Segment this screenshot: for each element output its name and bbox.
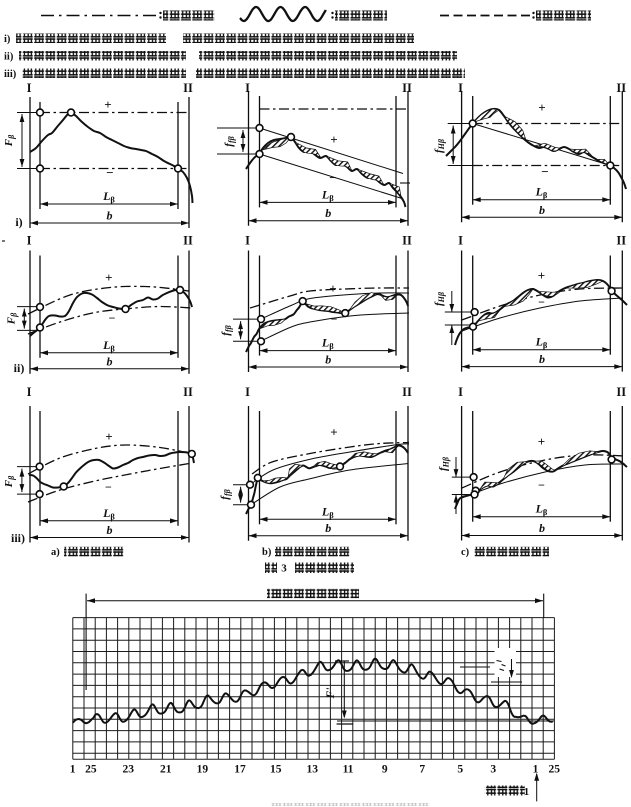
- svg-text:Lβ: Lβ: [321, 504, 334, 520]
- svg-text:Fβ: Fβ: [3, 134, 16, 147]
- svg-text:11: 11: [343, 764, 354, 776]
- svg-text:23: 23: [122, 764, 134, 776]
- svg-text:II: II: [402, 234, 412, 248]
- svg-text:21: 21: [160, 764, 172, 776]
- svg-text:+: +: [330, 425, 337, 440]
- svg-text:Lβ: Lβ: [535, 335, 548, 351]
- svg-text:b: b: [325, 521, 331, 535]
- svg-text:b: b: [325, 206, 331, 220]
- svg-text:17: 17: [234, 764, 246, 776]
- svg-text:−: −: [106, 165, 113, 180]
- svg-text:15: 15: [270, 764, 282, 776]
- svg-text:ffβ: ffβ: [223, 135, 236, 146]
- svg-text:3: 3: [281, 563, 287, 575]
- svg-text:b: b: [539, 521, 545, 535]
- svg-text:I: I: [245, 234, 250, 248]
- svg-text:9: 9: [382, 764, 388, 776]
- svg-text:ffβ: ffβ: [219, 488, 232, 499]
- svg-text:fHβ: fHβ: [433, 138, 446, 153]
- svg-text:b: b: [539, 203, 545, 217]
- svg-text:II: II: [616, 234, 626, 248]
- svg-text:+: +: [538, 100, 545, 115]
- svg-text:I: I: [27, 385, 32, 399]
- svg-text:+: +: [330, 132, 337, 147]
- svg-text:iii): iii): [4, 69, 17, 80]
- svg-text:fHβ: fHβ: [433, 291, 446, 306]
- svg-text:II: II: [183, 385, 193, 399]
- svg-text:I: I: [27, 234, 32, 248]
- svg-text:−: −: [329, 170, 336, 185]
- svg-text:Lβ: Lβ: [321, 336, 334, 352]
- svg-text:II: II: [183, 81, 193, 95]
- svg-text:ii): ii): [4, 52, 14, 63]
- svg-text:II: II: [616, 385, 626, 399]
- svg-text:Lβ: Lβ: [535, 502, 548, 518]
- svg-text:b: b: [325, 353, 331, 367]
- svg-text:I: I: [245, 385, 250, 399]
- svg-text:a): a): [51, 547, 60, 558]
- svg-text:−: −: [538, 295, 545, 309]
- svg-text:b: b: [107, 209, 113, 223]
- svg-text:+: +: [105, 270, 112, 285]
- svg-text:+: +: [538, 434, 545, 449]
- svg-text:1: 1: [533, 764, 539, 776]
- svg-text:3: 3: [490, 764, 496, 776]
- svg-text:Fβ: Fβ: [6, 312, 19, 325]
- svg-text:Lβ: Lβ: [102, 338, 115, 354]
- svg-text:Lβ: Lβ: [321, 187, 334, 203]
- svg-text:19: 19: [197, 764, 209, 776]
- svg-text:c): c): [461, 547, 470, 558]
- svg-text:i): i): [15, 215, 22, 229]
- svg-text:+: +: [329, 281, 336, 296]
- svg-text:1: 1: [524, 787, 529, 798]
- svg-text:b: b: [107, 354, 113, 368]
- svg-text:ffβ: ffβ: [220, 324, 233, 335]
- svg-text:Lβ: Lβ: [102, 506, 115, 522]
- svg-text:b: b: [539, 352, 545, 366]
- svg-text:−: −: [331, 312, 338, 326]
- svg-text:Lβ: Lβ: [102, 189, 115, 205]
- svg-text:I: I: [458, 385, 463, 399]
- svg-text:−: −: [332, 462, 339, 476]
- svg-text:i): i): [4, 34, 11, 45]
- svg-text:II: II: [616, 81, 626, 95]
- svg-text:b): b): [262, 547, 272, 558]
- svg-text:5: 5: [457, 764, 463, 776]
- svg-text:II: II: [183, 234, 193, 248]
- svg-text:I: I: [458, 81, 463, 95]
- svg-text:−: −: [105, 480, 112, 494]
- svg-text:7: 7: [419, 764, 425, 776]
- svg-text:−: −: [109, 311, 116, 325]
- svg-text:II: II: [402, 385, 412, 399]
- svg-text:−: −: [538, 478, 545, 492]
- svg-text:fHβ: fHβ: [438, 456, 451, 471]
- svg-text:25: 25: [85, 764, 97, 776]
- svg-text:+: +: [538, 268, 545, 283]
- svg-text:13: 13: [307, 764, 319, 776]
- svg-text:+: +: [105, 429, 112, 444]
- svg-text:+: +: [104, 97, 111, 112]
- svg-text:25: 25: [548, 764, 560, 776]
- svg-text:F': F': [325, 688, 337, 700]
- svg-text:I: I: [245, 81, 250, 95]
- svg-text:II: II: [402, 81, 412, 95]
- svg-text:iii): iii): [11, 531, 25, 545]
- svg-text:b: b: [107, 523, 113, 537]
- svg-text:Lβ: Lβ: [535, 185, 548, 201]
- svg-text:Fβ: Fβ: [3, 475, 16, 488]
- svg-text:ii): ii): [14, 361, 25, 375]
- svg-text:−: −: [541, 164, 548, 179]
- svg-text:1: 1: [70, 764, 76, 776]
- svg-text:I: I: [458, 234, 463, 248]
- svg-text:I: I: [27, 81, 32, 95]
